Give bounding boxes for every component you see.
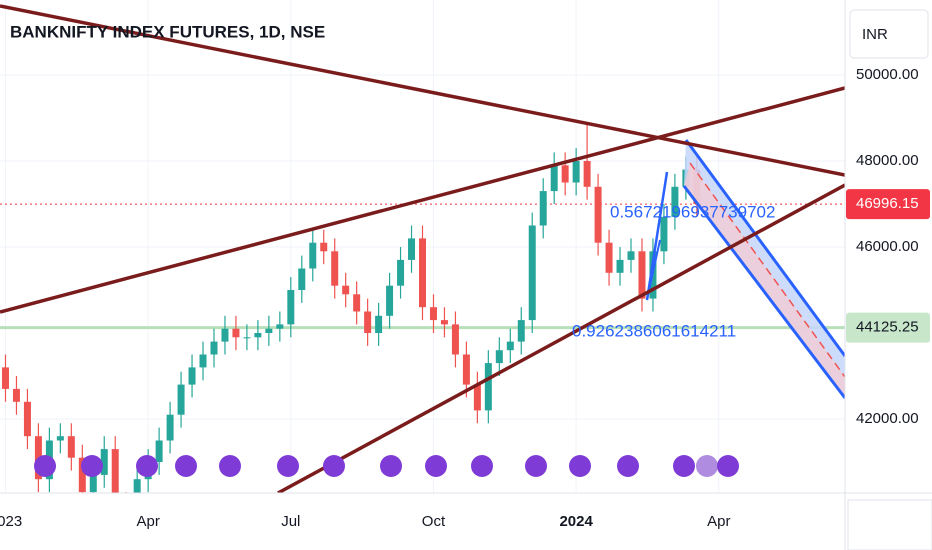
x-tick-label: 2024 <box>559 513 593 530</box>
candle-body <box>671 186 679 217</box>
candle-body <box>276 324 284 329</box>
candle-body <box>517 320 525 342</box>
candle-body <box>429 307 437 321</box>
candle-body <box>56 436 64 441</box>
candle-body <box>78 457 86 493</box>
x-tick-label: Oct <box>422 513 446 530</box>
candle-body <box>1 367 9 389</box>
event-icons <box>34 455 739 477</box>
candle-body <box>484 363 492 411</box>
candle-body <box>155 440 163 462</box>
candle-body <box>539 191 547 226</box>
candle-body <box>12 388 20 402</box>
x-tick-label: Apr <box>707 513 730 530</box>
trend-line <box>277 183 845 493</box>
price-label: 46996.15 <box>856 195 919 212</box>
drawings <box>0 4 845 493</box>
candle-body <box>133 479 141 493</box>
candles <box>1 122 701 493</box>
candle-body <box>616 259 624 273</box>
candle-body <box>627 251 635 260</box>
candle-body <box>67 436 75 458</box>
candle-body <box>342 285 350 295</box>
plot-area: 0.5672196937739702 0.9262386061614211 <box>0 0 845 493</box>
candle-body <box>462 354 470 385</box>
x-tick-label: 2023 <box>0 513 22 530</box>
price-label: 44125.25 <box>856 319 919 336</box>
currency-box[interactable] <box>849 9 929 59</box>
candle-body <box>353 294 361 312</box>
candle-body <box>23 401 31 437</box>
trend-line <box>0 4 845 177</box>
corner-box <box>847 499 932 550</box>
candle-body <box>440 320 448 325</box>
candle-body <box>550 165 558 192</box>
candle-body <box>419 238 426 308</box>
candle-body <box>309 242 317 269</box>
candle-body <box>605 242 613 273</box>
candle-body <box>506 341 514 351</box>
candle-body <box>386 285 394 316</box>
candle-body <box>265 328 273 333</box>
annotation: 0.9262386061614211 <box>572 321 736 340</box>
candle-body <box>199 354 207 368</box>
candle-body <box>100 449 108 475</box>
candle-body <box>320 242 328 252</box>
candle-body <box>583 160 591 187</box>
candle-body <box>188 367 196 385</box>
candle-body <box>408 238 416 260</box>
channel-mid <box>689 162 845 378</box>
channel-line <box>682 185 845 399</box>
candle-body <box>451 324 459 355</box>
price-label-box <box>846 189 930 220</box>
candle-body <box>331 251 339 286</box>
y-tick-label: 50000.00 <box>856 66 919 83</box>
candle-body <box>210 341 218 355</box>
candle-body <box>89 474 97 493</box>
candle-body <box>166 414 174 441</box>
candle-body <box>111 449 119 493</box>
candle-body <box>364 311 372 333</box>
candle-body <box>397 259 405 286</box>
candle-body <box>287 289 295 325</box>
trend-line <box>0 86 845 314</box>
candle-body <box>572 160 580 183</box>
candle-body <box>638 251 646 299</box>
candle-body <box>594 186 602 243</box>
candle-body <box>660 216 668 252</box>
candle-body <box>243 337 251 339</box>
y-tick-label: 48000.00 <box>856 152 919 169</box>
channel-lower <box>684 163 845 398</box>
fib-line <box>645 171 669 301</box>
currency[interactable]: INR <box>862 26 888 43</box>
candle-body <box>528 225 536 321</box>
candle-body <box>375 315 383 333</box>
annotation: 0.5672196937739702 <box>610 202 775 221</box>
x-tick-label: Jul <box>281 513 300 530</box>
candle-body <box>298 268 306 290</box>
y-tick-label: 42000.00 <box>856 410 919 427</box>
x-tick-label: Apr <box>136 513 159 530</box>
candle-body <box>177 384 185 415</box>
price-label-box <box>846 312 930 343</box>
candle-body <box>495 350 503 364</box>
candle-body <box>221 328 229 342</box>
chart-title: BANKNIFTY INDEX FUTURES, 1D, NSE <box>10 22 325 41</box>
candle-body <box>561 165 569 183</box>
candle-body <box>254 332 262 338</box>
candle-body <box>473 384 481 411</box>
channel-line <box>684 139 845 357</box>
y-tick-label: 46000.00 <box>856 238 919 255</box>
candle-body <box>232 328 240 338</box>
axes: 42000.00 46000.00 48000.00 50000.00 2023 Apr J… <box>0 66 930 530</box>
